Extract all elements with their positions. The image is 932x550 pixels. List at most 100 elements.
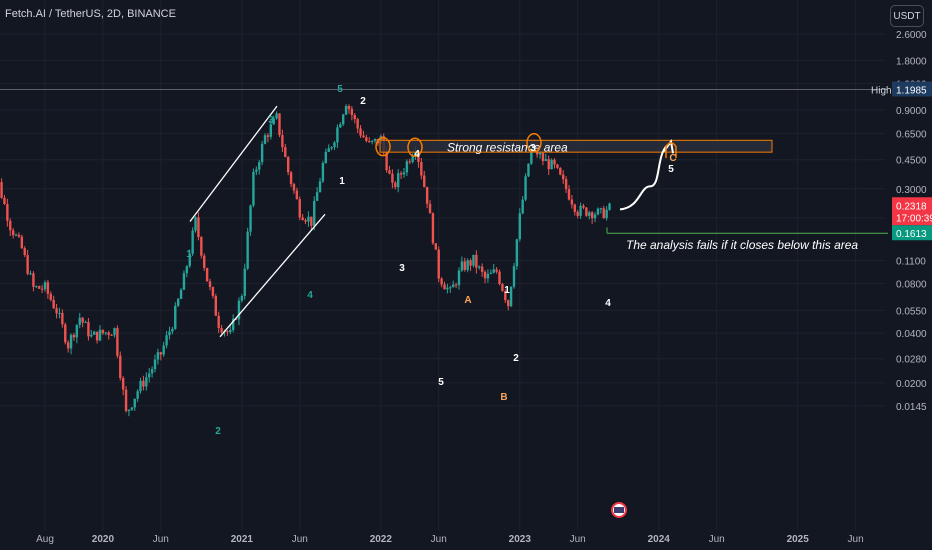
candle-body <box>396 173 400 188</box>
candle-body <box>95 331 99 341</box>
candle-body <box>341 114 345 125</box>
candle-body <box>124 389 128 411</box>
x-tick-label: 2025 <box>787 534 810 545</box>
candle-body <box>411 156 414 163</box>
candle-body <box>527 163 530 177</box>
support-value: 0.1613 <box>896 229 927 240</box>
candle-body <box>139 380 142 392</box>
candle-body <box>179 289 183 299</box>
candle-body <box>55 308 58 314</box>
candle-body <box>6 203 9 221</box>
candle-body <box>32 273 35 287</box>
candle-body <box>3 197 6 204</box>
candle-body <box>301 217 304 221</box>
candle-body <box>417 151 420 163</box>
candle-body <box>64 324 67 343</box>
candle-body <box>269 124 273 137</box>
y-tick-label: 0.0145 <box>896 402 927 413</box>
candle-body <box>243 268 246 296</box>
x-tick-label: 2020 <box>92 534 115 545</box>
candle-body <box>58 312 61 314</box>
price-value: 0.2318 <box>896 201 927 212</box>
candle-body <box>98 329 102 341</box>
candle-body <box>541 152 545 162</box>
candle-body <box>295 190 299 200</box>
candle-body <box>104 332 107 334</box>
projection-path <box>619 141 672 211</box>
candle-body <box>0 182 3 198</box>
candle-body <box>66 342 70 349</box>
candle-body <box>423 175 426 187</box>
candle-body <box>501 283 504 291</box>
wave-label-white: 4 <box>414 149 420 160</box>
x-tick-label: Jun <box>570 534 586 545</box>
candle-body <box>425 186 429 204</box>
candle-body <box>353 115 356 120</box>
candle-body <box>368 141 371 143</box>
candle-body <box>434 243 438 250</box>
candle-body <box>451 284 455 288</box>
candle-body <box>78 317 81 325</box>
candle-body <box>168 331 171 336</box>
currency-button[interactable]: USDT <box>890 5 924 27</box>
resistance-touch-circle <box>526 133 542 153</box>
candle-body <box>350 108 354 116</box>
candle-body <box>298 199 301 218</box>
candle-body <box>449 287 452 289</box>
price-countdown: 17:00:39 <box>896 213 932 224</box>
candle-body <box>229 330 232 333</box>
candle-body <box>576 211 579 216</box>
wave-label-white: 1 <box>504 285 510 296</box>
channel-lower <box>219 213 326 338</box>
candle-body <box>336 127 339 143</box>
candle-body <box>570 199 574 205</box>
candle-body <box>457 270 461 286</box>
candle-body <box>237 300 241 320</box>
candle-body <box>304 220 307 222</box>
candle-body <box>278 113 281 136</box>
candle-body <box>61 312 64 325</box>
candle-body <box>93 331 96 335</box>
candle-body <box>191 230 194 254</box>
candle-body <box>593 214 597 219</box>
candle-body <box>17 234 21 237</box>
candle-body <box>437 249 440 279</box>
y-tick-label: 0.0550 <box>896 306 927 317</box>
candle-body <box>362 135 365 138</box>
wave-label-teal: 4 <box>307 290 313 301</box>
candle-body <box>492 269 495 273</box>
candle-body <box>176 298 180 306</box>
candle-body <box>20 236 24 249</box>
x-tick-label: Jun <box>848 534 864 545</box>
candle-body <box>538 152 542 155</box>
candle-body <box>263 135 267 144</box>
candle-body <box>509 286 513 307</box>
candle-body <box>307 216 310 222</box>
candle-body <box>440 278 443 285</box>
candle-body <box>553 159 556 165</box>
candle-body <box>234 318 238 320</box>
y-tick-label: 0.0280 <box>896 355 927 366</box>
x-tick-label: 2022 <box>370 534 393 545</box>
wave-label-orange: A <box>464 295 471 306</box>
candle-body <box>197 217 200 237</box>
candle-body <box>454 284 458 286</box>
candle-body <box>567 189 571 200</box>
candle-body <box>564 179 568 190</box>
wave-label-white: 5 <box>668 164 674 175</box>
wave-label-white: 3 <box>399 263 405 274</box>
candle-body <box>391 173 394 183</box>
candle-body <box>588 212 591 216</box>
candle-body <box>266 135 270 137</box>
candle-body <box>162 345 165 355</box>
x-tick-label: 2021 <box>231 534 254 545</box>
wave-label-white: 3 <box>530 143 536 154</box>
candle-body <box>562 174 565 180</box>
candle-body <box>489 272 493 274</box>
candle-body <box>313 200 316 226</box>
candle-body <box>475 254 478 268</box>
candle-body <box>194 217 197 231</box>
candle-body <box>347 106 351 109</box>
